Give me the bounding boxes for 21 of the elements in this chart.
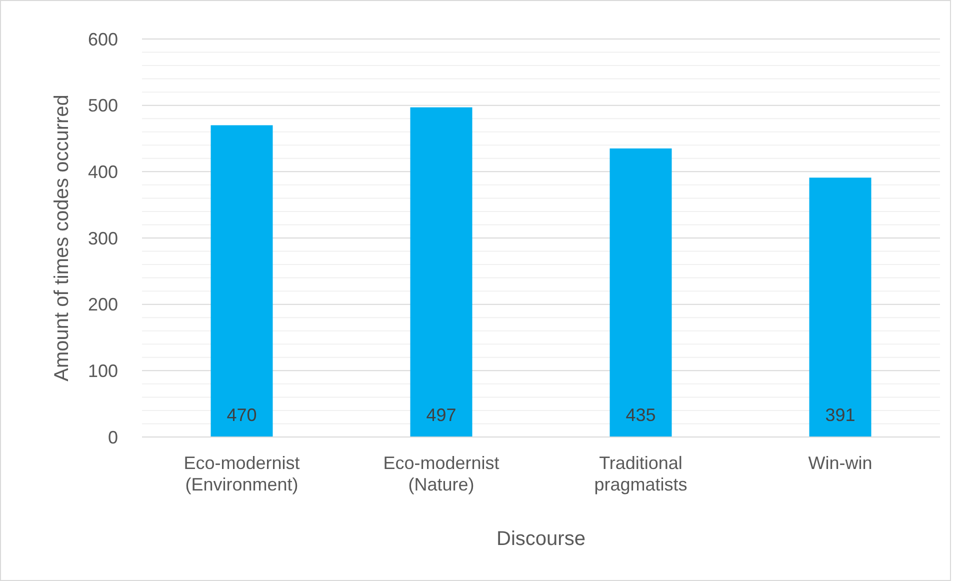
data-label: 435 [626,405,656,425]
y-tick-label: 100 [88,360,118,381]
x-tick-label: Eco-modernist (Environment) [184,453,300,495]
x-tick-label: Win-win [808,453,872,473]
bar [809,178,872,437]
data-label: 497 [426,405,456,425]
y-tick-label: 600 [88,29,118,50]
x-axis-title: Discourse [496,528,586,550]
x-tick-label: Traditional pragmatists [594,453,688,495]
bar [210,125,273,437]
y-tick-label: 300 [88,228,118,248]
bar [410,107,472,437]
y-axis-title: Amount of times codes occurred [51,94,73,382]
y-tick-label: 400 [88,162,118,182]
y-tick-label: 500 [88,96,118,116]
bar [610,148,672,437]
x-tick-label: Eco-modernist (Nature) [383,453,500,495]
data-label: 470 [226,405,257,425]
y-tick-label: 200 [88,294,118,315]
data-label: 391 [825,405,856,425]
y-tick-label: 0 [108,427,118,448]
